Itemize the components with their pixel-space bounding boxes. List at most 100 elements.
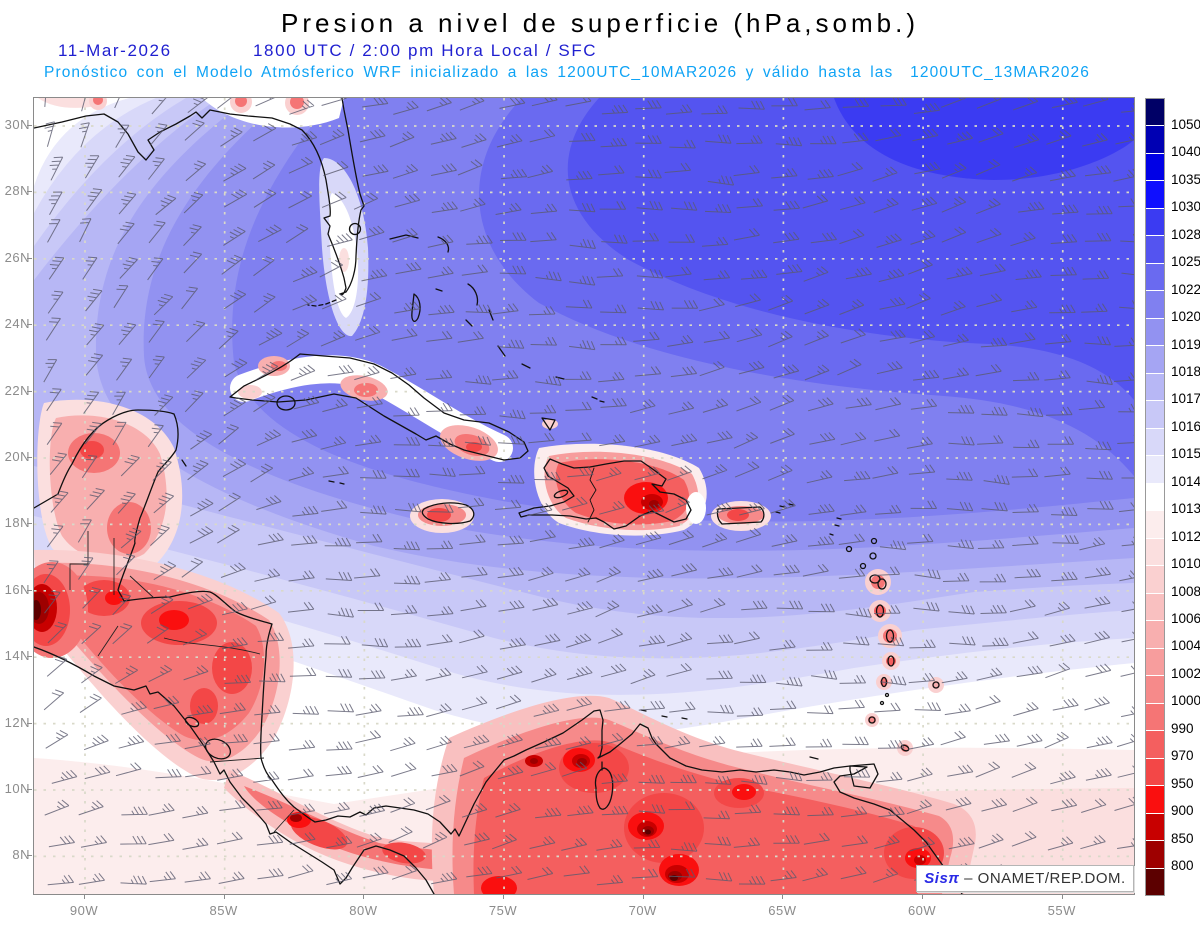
lat-axis-label: 20N xyxy=(4,449,30,464)
wind-barbs-layer xyxy=(43,98,1134,886)
colorbar-cell xyxy=(1146,676,1164,704)
lat-axis-tick xyxy=(27,523,32,525)
colorbar-tick-label: 1010 xyxy=(1171,556,1200,572)
lon-axis-tick xyxy=(642,894,644,899)
lat-axis-tick xyxy=(27,789,32,790)
lat-axis-label: 10N xyxy=(4,781,30,796)
colorbar-cell xyxy=(1146,758,1164,787)
lat-axis-label: 24N xyxy=(4,316,30,332)
colorbar-tick-label: 1002 xyxy=(1171,665,1200,681)
lat-axis-tick xyxy=(27,125,32,126)
colorbar-cell xyxy=(1146,346,1164,374)
colorbar-tick-label: 1008 xyxy=(1171,583,1200,599)
lat-axis-label: 30N xyxy=(4,117,30,132)
lat-axis-label: 18N xyxy=(4,515,30,531)
colorbar-cell xyxy=(1146,483,1164,512)
colorbar-cell xyxy=(1146,153,1164,182)
colorbar-tick-label: 1012 xyxy=(1171,528,1200,544)
colorbar-tick-label: 1019 xyxy=(1171,336,1200,352)
lon-axis-label: 70W xyxy=(628,903,657,918)
colorbar-cell xyxy=(1146,291,1164,319)
colorbar-tick-label: 800 xyxy=(1171,858,1194,874)
forecast-description-text: Pronóstico con el Modelo Atmósferico WRF… xyxy=(44,64,1090,81)
colorbar xyxy=(1145,98,1165,896)
lon-axis-label: 65W xyxy=(768,903,797,918)
lon-axis-label: 80W xyxy=(349,903,378,918)
lat-axis-tick xyxy=(27,457,32,458)
valid-date-text: 11-Mar-2026 xyxy=(58,41,172,60)
lat-axis-label: 12N xyxy=(4,714,30,730)
colorbar-cell xyxy=(1146,126,1164,154)
lat-axis-tick xyxy=(27,656,32,658)
colorbar-cell xyxy=(1146,318,1164,347)
colorbar-tick-label: 1017 xyxy=(1171,391,1200,407)
colorbar-cell xyxy=(1146,841,1164,869)
colorbar-cell xyxy=(1146,208,1164,237)
colorbar-tick-label: 990 xyxy=(1171,720,1194,736)
colorbar-tick-label: 1030 xyxy=(1171,199,1200,215)
colorbar-cell xyxy=(1146,373,1164,402)
lat-axis-label: 28N xyxy=(4,183,30,199)
colorbar-tick-label: 1022 xyxy=(1171,281,1200,297)
lon-axis-label: 75W xyxy=(488,903,518,918)
lat-axis-tick xyxy=(27,722,32,724)
colorbar-tick-label: 1028 xyxy=(1171,226,1200,242)
colorbar-tick-label: 1013 xyxy=(1171,501,1200,517)
lat-axis-label: 16N xyxy=(4,581,30,597)
colorbar-tick-label: 850 xyxy=(1171,830,1194,846)
lon-axis-tick xyxy=(84,894,85,899)
colorbar-tick-label: 950 xyxy=(1171,775,1194,791)
lon-axis-tick xyxy=(922,894,924,899)
lat-axis-label: 22N xyxy=(4,382,30,398)
lat-axis-tick xyxy=(27,191,32,193)
colorbar-cell xyxy=(1146,703,1164,732)
colorbar-cell xyxy=(1146,648,1164,677)
colorbar-cell xyxy=(1146,538,1164,567)
colorbar-cell xyxy=(1146,181,1164,209)
valid-time-text: 1800 UTC / 2:00 pm Hora Local / SFC xyxy=(253,41,598,60)
colorbar-cell xyxy=(1146,428,1164,457)
colorbar-tick-label: 1015 xyxy=(1171,446,1200,462)
lon-axis-label: 55W xyxy=(1047,903,1076,918)
lat-axis-tick xyxy=(27,855,32,857)
colorbar-tick-label: 1004 xyxy=(1171,638,1200,654)
colorbar-cell xyxy=(1146,786,1164,814)
colorbar-tick-label: 1020 xyxy=(1171,309,1200,325)
colorbar-cell xyxy=(1146,263,1164,292)
colorbar-tick-label: 1050 xyxy=(1171,116,1200,132)
lon-axis-tick xyxy=(503,894,505,899)
lon-axis-label: 90W xyxy=(69,903,99,918)
lat-axis-tick xyxy=(27,589,32,591)
lat-axis-label: 8N xyxy=(12,847,30,863)
colorbar-cell xyxy=(1146,621,1164,649)
watermark: Sisπ – ONAMET/REP.DOM. xyxy=(916,865,1134,892)
colorbar-cell xyxy=(1146,236,1164,264)
pressure-map xyxy=(33,97,1135,895)
colorbar-tick-label: 1018 xyxy=(1171,363,1200,379)
lon-axis-tick xyxy=(1061,894,1063,899)
lat-axis-label: 14N xyxy=(4,648,30,664)
colorbar-cell xyxy=(1146,868,1164,896)
colorbar-tick-label: 1035 xyxy=(1171,171,1200,187)
lon-axis-label: 60W xyxy=(907,903,937,918)
colorbar-cell xyxy=(1146,511,1164,539)
watermark-org: – ONAMET/REP.DOM. xyxy=(959,870,1126,887)
colorbar-tick-label: 1014 xyxy=(1171,473,1200,489)
colorbar-cell xyxy=(1146,456,1164,484)
colorbar-tick-label: 900 xyxy=(1171,803,1194,819)
colorbar-tick-label: 1000 xyxy=(1171,693,1200,709)
country-borders xyxy=(69,531,295,833)
lat-axis-tick xyxy=(27,257,32,259)
colorbar-cell xyxy=(1146,813,1164,842)
colorbar-cell xyxy=(1146,731,1164,759)
colorbar-tick-label: 1006 xyxy=(1171,611,1200,627)
colorbar-cell xyxy=(1146,566,1164,594)
coastlines xyxy=(34,98,963,894)
colorbar-cell xyxy=(1146,401,1164,429)
lat-axis-label: 26N xyxy=(4,249,30,265)
watermark-brand: Sisπ xyxy=(924,870,960,887)
colorbar-tick-label: 1016 xyxy=(1171,418,1200,434)
page-title: Presion a nivel de superficie (hPa,somb.… xyxy=(280,8,919,38)
lon-axis-tick xyxy=(363,894,365,899)
